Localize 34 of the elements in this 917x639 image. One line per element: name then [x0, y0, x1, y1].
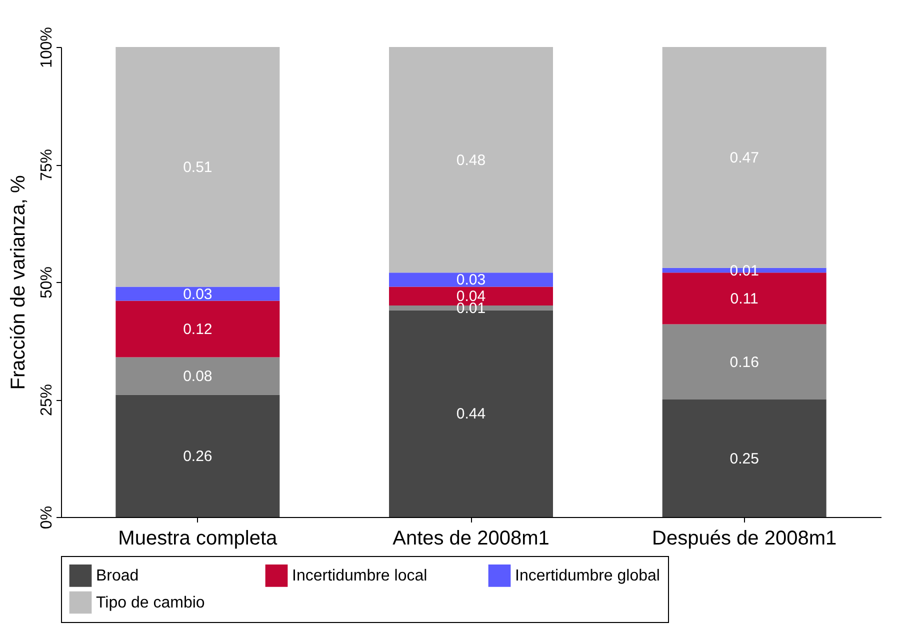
bar: [389, 272, 553, 287]
bar: [389, 47, 553, 273]
legend-label: Tipo de cambio: [96, 594, 205, 612]
bar: [116, 394, 280, 517]
data-label: 0.08: [183, 368, 212, 385]
legend-label: Incertidumbre global: [515, 568, 660, 585]
y-axis-title: Fracción de varianza, %: [8, 175, 30, 390]
y-tick-label: 0%: [38, 506, 56, 530]
bar: [662, 324, 826, 400]
y-tick-label: 100%: [38, 27, 56, 68]
bar: [116, 286, 280, 301]
data-label: 0.03: [183, 286, 212, 303]
data-label: 0.03: [456, 272, 486, 289]
data-label: 0.26: [183, 448, 212, 465]
data-label: 0.48: [456, 152, 486, 169]
data-label: 0.11: [730, 290, 758, 308]
data-label: 0.44: [456, 406, 486, 423]
legend-label: Incertidumbre local: [292, 568, 428, 585]
x-tick-label: Después de 2008m1: [652, 528, 837, 550]
data-label: 0.47: [730, 149, 759, 166]
x-tick-label: Antes de 2008m1: [392, 528, 550, 550]
bar: [116, 300, 280, 358]
bar: [116, 47, 280, 287]
data-label: 0.51: [183, 158, 212, 176]
y-tick-label: 75%: [38, 148, 56, 182]
y-tick-label: 50%: [38, 266, 56, 299]
bar: [116, 357, 280, 395]
data-label: 0.16: [730, 354, 759, 371]
data-label: 0.25: [730, 450, 759, 468]
x-tick-label: Muestra completa: [118, 528, 278, 550]
legend-label: Broad: [96, 568, 139, 585]
bar: [662, 400, 826, 517]
y-tick-label: 25%: [38, 384, 56, 416]
data-label: 0.12: [183, 321, 212, 338]
